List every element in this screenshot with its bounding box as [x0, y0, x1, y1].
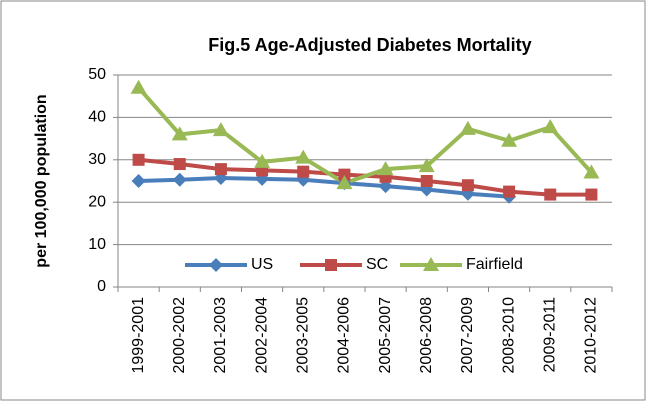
- x-tick-label: 2009-2011: [541, 297, 558, 372]
- x-tick-label: 2000-2002: [171, 297, 188, 374]
- y-tick-label: 40: [88, 109, 106, 126]
- marker: [420, 175, 433, 187]
- x-tick-label: 2010-2012: [583, 297, 600, 374]
- y-tick-label: 20: [88, 193, 106, 210]
- marker: [585, 188, 598, 201]
- x-tick-label: 1999-2001: [130, 297, 147, 374]
- x-tick-label: 2005-2007: [377, 297, 394, 374]
- x-tick-label: 2003-2005: [294, 297, 311, 374]
- x-tick-label: 2002-2004: [253, 297, 270, 374]
- y-tick-label: 30: [88, 151, 106, 168]
- chart-title: Fig.5 Age-Adjusted Diabetes Mortality: [208, 35, 531, 55]
- marker: [501, 132, 518, 147]
- marker: [212, 122, 229, 137]
- y-tick-label: 10: [88, 236, 106, 253]
- x-tick-label: 2004-2006: [336, 297, 353, 374]
- marker: [295, 149, 312, 164]
- marker: [338, 168, 351, 181]
- marker: [214, 163, 227, 176]
- marker: [459, 120, 476, 135]
- marker: [544, 188, 557, 201]
- marker: [461, 179, 474, 192]
- marker: [132, 153, 145, 166]
- legend-label: SC: [366, 256, 388, 273]
- marker: [172, 172, 187, 187]
- y-tick-label: 0: [97, 278, 106, 295]
- x-tick-label: 2001-2003: [212, 297, 229, 374]
- marker: [131, 174, 146, 188]
- marker: [297, 165, 310, 178]
- legend-marker: [209, 258, 223, 272]
- x-tick-label: 2006-2008: [418, 297, 435, 374]
- legend-marker: [423, 257, 439, 271]
- x-tick-label: 2008-2010: [500, 297, 517, 374]
- legend-label: US: [251, 256, 273, 273]
- marker: [542, 119, 559, 134]
- legend-label: Fairfield: [466, 256, 523, 273]
- series-line: [137, 86, 593, 186]
- marker: [171, 126, 188, 141]
- x-tick-label: 2007-2009: [459, 297, 476, 374]
- marker: [583, 164, 600, 179]
- marker: [173, 158, 186, 171]
- marker: [130, 79, 147, 94]
- legend-marker: [325, 259, 337, 271]
- marker: [418, 158, 435, 173]
- y-axis-label: per 100,000 population: [33, 94, 50, 267]
- marker: [254, 153, 271, 168]
- series-line: [138, 176, 510, 199]
- y-tick-label: 50: [88, 66, 106, 83]
- marker: [503, 185, 516, 198]
- marker: [377, 161, 394, 176]
- marker: [336, 175, 353, 190]
